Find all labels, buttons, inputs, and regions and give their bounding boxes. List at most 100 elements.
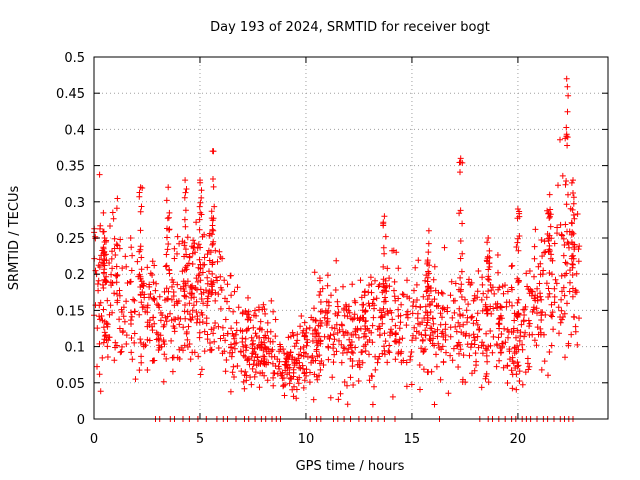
data-point <box>122 253 129 260</box>
data-point <box>251 345 258 352</box>
data-point <box>480 342 487 349</box>
data-point <box>572 328 579 335</box>
data-point <box>554 224 561 231</box>
data-point <box>123 341 130 347</box>
data-point <box>381 347 388 354</box>
data-point <box>257 370 264 377</box>
data-point <box>465 301 472 308</box>
data-point <box>449 357 456 364</box>
data-point <box>118 309 125 315</box>
data-point <box>382 338 389 345</box>
data-point <box>539 253 546 260</box>
data-point <box>513 244 520 250</box>
data-point <box>174 250 180 257</box>
data-point <box>191 240 198 247</box>
data-point <box>346 309 353 316</box>
data-point <box>541 358 548 365</box>
data-point <box>478 296 485 303</box>
data-point <box>426 262 433 269</box>
data-point <box>409 337 416 344</box>
data-point <box>319 285 326 292</box>
data-point <box>296 364 303 371</box>
data-point <box>314 342 321 349</box>
data-point <box>576 243 583 250</box>
data-point <box>570 200 577 207</box>
data-point <box>138 266 145 273</box>
data-point <box>229 369 236 376</box>
data-point <box>328 292 334 299</box>
data-point <box>517 333 524 339</box>
data-point <box>380 244 387 251</box>
data-point <box>209 241 216 248</box>
data-point <box>559 172 566 179</box>
data-point <box>450 345 457 352</box>
data-point <box>270 308 277 315</box>
data-point <box>484 306 491 313</box>
data-point <box>398 301 405 308</box>
data-point <box>557 221 564 228</box>
data-point <box>151 297 158 303</box>
data-point <box>193 319 200 326</box>
data-point <box>409 310 416 317</box>
data-point <box>155 347 162 353</box>
data-point <box>146 337 153 344</box>
data-point <box>486 247 493 254</box>
y-axis-label: SRMTID / TECUs <box>7 186 22 291</box>
data-point <box>479 350 486 357</box>
data-point <box>392 356 399 363</box>
data-point <box>121 318 128 325</box>
data-point <box>300 384 307 391</box>
data-point <box>165 295 172 302</box>
data-point <box>331 336 338 343</box>
data-point <box>250 361 257 368</box>
data-point <box>459 376 466 383</box>
data-point <box>333 321 340 328</box>
data-point <box>108 255 115 262</box>
data-point <box>380 305 387 312</box>
data-point <box>469 313 476 320</box>
data-point <box>163 355 170 362</box>
data-point <box>466 352 473 359</box>
data-point <box>486 254 493 261</box>
data-point <box>129 252 136 259</box>
data-point <box>377 314 384 321</box>
data-point <box>546 235 553 241</box>
data-point <box>244 326 250 333</box>
data-point <box>422 346 429 353</box>
data-point <box>338 359 345 366</box>
data-point <box>508 367 515 374</box>
data-point <box>215 323 222 330</box>
data-point <box>293 340 300 347</box>
data-point <box>557 319 564 326</box>
data-point <box>265 335 272 342</box>
data-point <box>344 401 351 408</box>
data-point <box>131 297 138 304</box>
data-point <box>378 309 385 316</box>
data-point <box>189 261 196 267</box>
axis-ticks: 0 0.05 0.1 0.15 0.2 0.25 0.3 0.35 0.4 0.45 0.5 0 5 10… <box>56 51 608 447</box>
data-point <box>408 381 415 388</box>
data-point <box>259 306 266 313</box>
data-point <box>120 304 127 311</box>
data-point <box>380 280 387 287</box>
data-point <box>303 366 310 373</box>
data-point <box>340 328 346 335</box>
data-point <box>144 302 151 309</box>
data-point <box>240 352 247 359</box>
data-point <box>366 351 372 358</box>
data-point <box>362 348 369 354</box>
data-point <box>396 336 403 343</box>
data-point <box>431 401 438 408</box>
data-point <box>210 330 217 337</box>
data-point <box>570 212 577 218</box>
data-point <box>515 296 522 303</box>
data-point <box>138 278 145 285</box>
data-point <box>514 206 521 212</box>
data-point <box>513 334 519 341</box>
data-point <box>506 348 513 355</box>
data-point <box>366 377 373 384</box>
data-point <box>563 201 570 208</box>
data-point <box>483 370 490 377</box>
data-point <box>123 298 130 305</box>
data-point <box>329 324 335 331</box>
